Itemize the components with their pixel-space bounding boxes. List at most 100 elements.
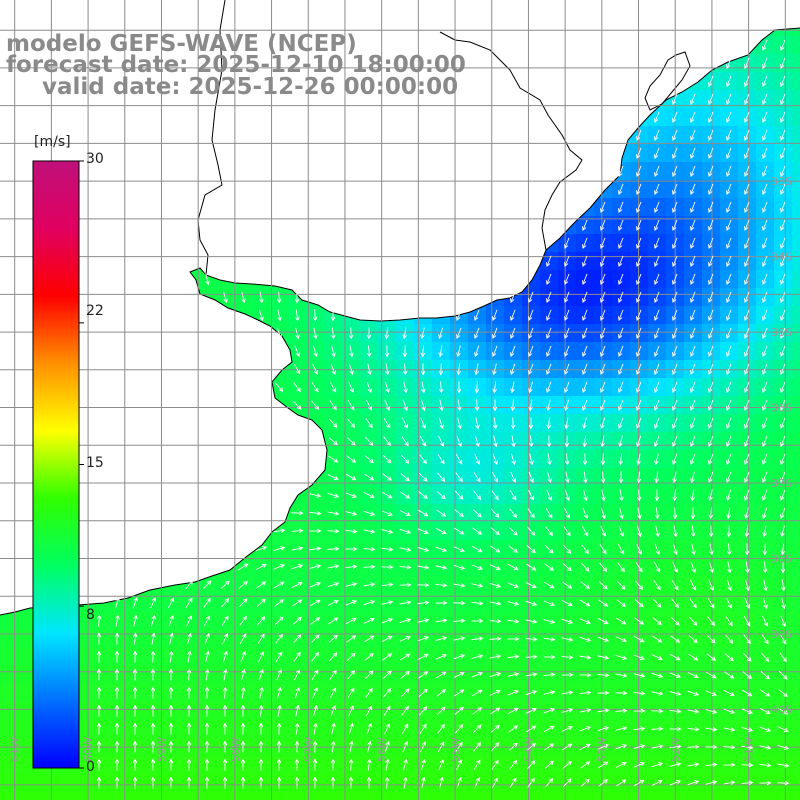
wind-arrow [633, 762, 645, 768]
wind-arrow [403, 381, 408, 394]
wind-arrow [669, 672, 681, 678]
wind-arrow [312, 345, 318, 358]
field-cell [792, 360, 800, 379]
wind-arrow [526, 742, 536, 751]
wind-arrow [114, 704, 120, 717]
wind-arrow [726, 489, 732, 502]
wind-arrow [507, 618, 520, 624]
wind-arrow [705, 762, 718, 768]
field-cell [108, 792, 127, 800]
field-cell [540, 792, 559, 800]
wind-arrow [114, 776, 120, 789]
wind-arrow [597, 636, 610, 642]
wind-arrow [292, 634, 302, 644]
wind-arrow [726, 345, 732, 357]
wind-arrow [726, 381, 732, 393]
wind-arrow [328, 634, 338, 643]
wind-arrow [654, 291, 660, 303]
wind-arrow [347, 670, 356, 680]
wind-arrow [240, 651, 246, 663]
wind-arrow [330, 309, 336, 322]
wind-arrow [545, 526, 553, 537]
field-cell [360, 792, 379, 800]
wind-arrow [310, 634, 320, 644]
wind-arrow [780, 615, 786, 627]
wind-arrow [672, 453, 678, 466]
wind-arrow [741, 762, 754, 768]
wind-arrow [366, 381, 372, 394]
wind-arrow [672, 561, 679, 573]
wind-arrow [636, 273, 642, 285]
wind-arrow [438, 327, 444, 340]
field-cell [792, 558, 800, 577]
wind-arrow [727, 561, 732, 574]
wind-arrow [384, 399, 391, 411]
wind-arrow [762, 381, 768, 393]
wind-arrow [526, 563, 537, 571]
wind-arrow [526, 760, 536, 770]
wind-arrow [345, 511, 358, 516]
wind-arrow [690, 363, 696, 375]
wind-arrow [186, 740, 192, 753]
wind-arrow [726, 129, 732, 141]
wind-arrow [780, 417, 786, 429]
wind-arrow [291, 581, 303, 588]
field-cell [756, 792, 775, 800]
latitude-label: 39S [771, 628, 792, 641]
wind-arrow [419, 706, 428, 716]
wind-arrow [709, 543, 714, 556]
wind-arrow [363, 510, 376, 516]
field-cell [792, 594, 800, 613]
wind-arrow [760, 670, 770, 680]
field-cell [306, 792, 325, 800]
wind-arrow [654, 489, 660, 502]
wind-arrow [762, 93, 768, 105]
wind-arrow [688, 653, 699, 661]
field-cell [18, 612, 37, 631]
wind-arrow [309, 546, 322, 551]
wind-arrow [723, 727, 736, 732]
wind-arrow [327, 564, 340, 569]
wind-arrow [186, 686, 192, 699]
wind-arrow [402, 363, 408, 376]
wind-arrow [186, 704, 192, 717]
wind-arrow [346, 455, 357, 463]
wind-arrow [330, 363, 336, 376]
wind-arrow [292, 400, 302, 410]
wind-arrow [583, 489, 588, 502]
wind-arrow [168, 704, 174, 717]
field-cell [792, 90, 800, 109]
wind-arrow [454, 490, 464, 500]
wind-arrow [600, 327, 606, 339]
wind-arrow [564, 489, 570, 502]
wind-arrow [222, 704, 228, 717]
wind-arrow [275, 633, 283, 644]
wind-arrow [690, 399, 696, 411]
wind-arrow [437, 723, 445, 734]
wind-arrow [778, 689, 789, 698]
wind-arrow [401, 454, 410, 464]
longitude-label: 56W [376, 737, 389, 762]
wind-arrow [615, 708, 628, 714]
wind-arrow [600, 273, 606, 285]
wind-arrow [383, 436, 391, 447]
wind-arrow [687, 690, 700, 696]
field-cell [792, 126, 800, 145]
wind-arrow [385, 363, 390, 376]
wind-arrow [474, 399, 480, 412]
wind-arrow [435, 600, 448, 606]
wind-arrow [345, 582, 358, 587]
wind-arrow [438, 417, 444, 430]
wind-arrows [96, 39, 790, 789]
wind-arrow [741, 708, 753, 715]
wind-arrow [436, 490, 446, 500]
wind-arrow [417, 653, 429, 660]
wind-arrow [744, 471, 750, 483]
wind-arrow [491, 759, 499, 770]
wind-arrow [687, 780, 700, 786]
wind-arrow [276, 722, 282, 735]
wind-arrow [328, 455, 339, 463]
wind-arrow [327, 511, 340, 516]
wind-arrow [564, 363, 570, 375]
wind-arrow [96, 758, 102, 771]
